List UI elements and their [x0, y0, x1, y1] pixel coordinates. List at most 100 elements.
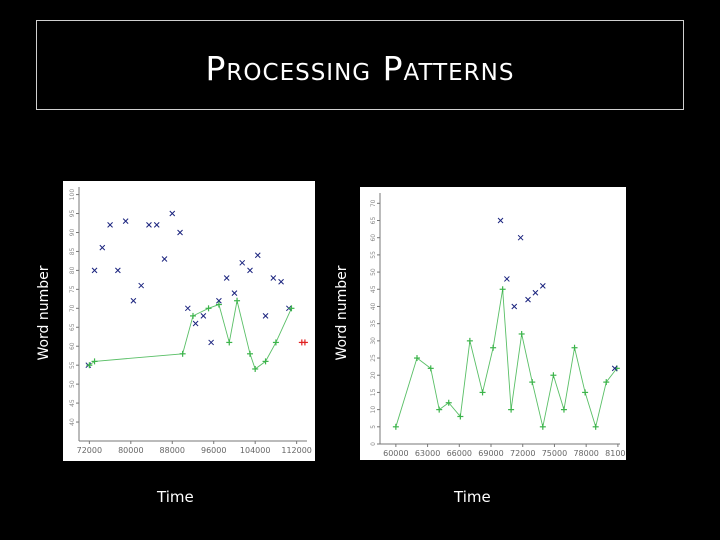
data-point-progressions	[436, 406, 443, 413]
data-point-progressions	[571, 344, 578, 351]
y-tick-label: 50	[370, 268, 377, 276]
data-point-regressions	[153, 222, 160, 228]
data-point-regressions	[169, 210, 176, 217]
data-point-progressions	[457, 413, 464, 420]
x-tick-label: 63000	[415, 449, 440, 458]
y-tick-label: 90	[69, 228, 76, 236]
data-point-regressions	[239, 259, 246, 266]
y-tick-label: 85	[69, 247, 76, 255]
data-point-progressions	[592, 423, 599, 430]
data-point-progressions	[582, 389, 589, 396]
data-point-regressions	[122, 218, 129, 224]
y-tick-label: 55	[370, 251, 377, 259]
data-point-progressions	[272, 339, 279, 346]
data-point-regressions	[192, 320, 199, 327]
y-tick-label: 45	[69, 399, 76, 407]
data-point-progressions	[529, 379, 536, 386]
data-point-progressions	[539, 423, 546, 430]
series-line-progressions	[89, 300, 292, 370]
x-tick-label: 69000	[478, 449, 503, 458]
data-point-regressions	[247, 267, 253, 274]
series-line-progressions	[395, 289, 618, 429]
data-point-regressions	[161, 256, 168, 262]
right-x-axis-label: Time	[454, 488, 491, 506]
y-tick-label: 60	[370, 234, 377, 242]
y-tick-label: 0	[370, 442, 377, 446]
data-point-progressions	[499, 286, 506, 293]
right-chart-svg: 0 5 10 15 20 25 30 35 40 45 50 55 60 65 70 60000 63000 66…	[370, 193, 626, 458]
left-y-axis-label: Word number	[36, 265, 52, 361]
data-point-progressions	[86, 362, 93, 369]
data-point-progressions	[215, 301, 222, 308]
data-point-progressions	[226, 339, 233, 346]
data-point-regressions	[532, 289, 539, 296]
y-tick-label: 45	[370, 285, 377, 293]
left-chart-svg: 40 45 50 55 60 65 70 75 80 85 90 95 100 72000 80000 880…	[69, 187, 312, 455]
data-point-regressions	[200, 313, 207, 319]
data-point-progressions	[205, 305, 212, 312]
data-point-progressions	[427, 365, 434, 372]
data-point-progressions	[252, 365, 259, 372]
data-point-regressions	[107, 222, 113, 228]
data-point-progressions	[560, 406, 567, 413]
y-tick-label: 60	[69, 342, 76, 350]
data-point-regressions	[115, 267, 121, 274]
y-tick-label: 5	[370, 425, 377, 429]
data-point-regressions	[138, 282, 145, 289]
data-point-progressions	[479, 389, 486, 396]
data-point-regressions	[130, 297, 137, 304]
y-tick-label: 35	[370, 320, 377, 328]
data-point-regressions	[497, 217, 504, 224]
data-point-progressions	[414, 355, 421, 362]
data-point-progressions	[603, 379, 610, 386]
y-tick-label: 80	[69, 266, 76, 274]
data-point-progressions	[262, 358, 269, 365]
data-point-progressions	[490, 344, 497, 351]
x-tick-label: 112000	[281, 446, 312, 455]
data-point-progressions	[518, 330, 525, 337]
y-tick-label: 65	[69, 323, 76, 331]
data-point-regressions	[231, 290, 238, 297]
data-point-regressions	[254, 252, 261, 259]
slide-title: Processing Patterns	[205, 48, 515, 88]
data-point-progressions	[190, 312, 196, 319]
data-point-regressions	[177, 229, 183, 236]
data-point-regressions	[539, 282, 546, 289]
x-tick-label: 104000	[240, 446, 271, 455]
data-point-regressions	[91, 267, 98, 274]
y-tick-label: 100	[69, 189, 76, 201]
y-tick-label: 40	[370, 302, 377, 310]
data-point-regressions	[184, 305, 191, 312]
x-tick-label: 66000	[447, 449, 472, 458]
y-tick-label: 70	[370, 199, 377, 207]
x-tick-label: 96000	[201, 446, 226, 455]
data-point-regressions	[208, 339, 214, 346]
y-tick-label: 65	[370, 217, 377, 225]
y-tick-label: 15	[370, 388, 377, 396]
data-point-progressions	[466, 337, 473, 344]
right-y-axis-label: Word number	[334, 265, 350, 361]
y-tick-label: 95	[69, 210, 76, 218]
data-point-regressions	[216, 297, 222, 304]
y-tick-label: 10	[370, 406, 377, 414]
data-point-progressions	[234, 297, 241, 304]
x-tick-label: 81000	[605, 449, 626, 458]
left-plot: 40 45 50 55 60 65 70 75 80 85 90 95 100 72000 80000 880…	[63, 181, 315, 461]
data-point-regressions	[223, 275, 230, 281]
title-box: Processing Patterns	[36, 20, 684, 110]
y-tick-label: 20	[370, 371, 377, 379]
data-point-regressions	[278, 278, 284, 285]
y-tick-label: 50	[69, 380, 76, 388]
data-point-regressions	[511, 303, 518, 310]
x-tick-label: 80000	[118, 446, 143, 455]
y-tick-label: 75	[69, 285, 76, 293]
data-point-regressions	[504, 276, 510, 282]
data-point-progressions	[288, 305, 295, 312]
data-point-regressions	[99, 244, 106, 251]
data-point-regressions	[525, 296, 531, 303]
x-tick-label: 60000	[383, 449, 408, 458]
x-tick-label: 88000	[160, 446, 185, 455]
right-plot: 0 5 10 15 20 25 30 35 40 45 50 55 60 65 70 60000 63000 66…	[360, 187, 626, 460]
data-point-progressions	[179, 350, 186, 357]
y-tick-label: 25	[370, 354, 377, 362]
